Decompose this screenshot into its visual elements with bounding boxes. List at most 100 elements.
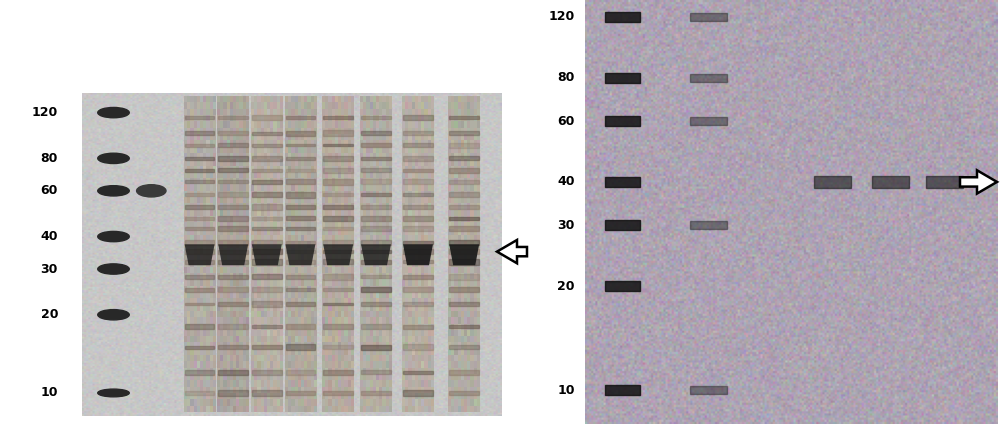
Bar	[185, 346, 214, 349]
Bar	[286, 288, 315, 291]
Bar	[252, 345, 282, 349]
Bar	[286, 131, 315, 136]
Ellipse shape	[98, 232, 129, 242]
Bar	[218, 156, 248, 161]
Bar	[449, 142, 479, 148]
Bar	[449, 156, 479, 160]
Bar	[361, 324, 391, 329]
Bar	[403, 344, 433, 350]
Ellipse shape	[98, 310, 129, 320]
Polygon shape	[960, 170, 997, 194]
Text: 40: 40	[558, 176, 575, 188]
Bar	[690, 221, 727, 229]
Bar	[185, 157, 214, 160]
Bar	[403, 260, 433, 263]
Bar	[252, 370, 282, 375]
Bar	[449, 226, 479, 231]
Bar	[286, 156, 315, 160]
Bar	[185, 275, 214, 279]
Bar	[323, 215, 353, 221]
Bar	[185, 144, 214, 147]
Bar	[323, 288, 353, 291]
Ellipse shape	[98, 264, 129, 274]
Bar	[286, 192, 315, 198]
Bar	[449, 116, 479, 119]
Bar	[361, 193, 391, 196]
Bar	[218, 250, 248, 254]
Bar	[403, 287, 433, 292]
Bar	[218, 390, 248, 396]
Bar	[252, 217, 282, 220]
Text: 120: 120	[32, 106, 58, 119]
Polygon shape	[323, 244, 353, 265]
Bar	[286, 260, 315, 264]
Bar	[286, 370, 315, 374]
Bar	[449, 391, 479, 395]
Polygon shape	[361, 244, 391, 265]
Bar	[286, 250, 315, 253]
Bar	[690, 386, 727, 394]
Bar	[361, 391, 391, 395]
Bar	[185, 205, 214, 209]
Bar	[403, 169, 433, 172]
Bar	[218, 205, 248, 209]
Bar	[361, 275, 391, 278]
Bar	[361, 179, 391, 184]
Bar	[605, 12, 640, 22]
Text: 60: 60	[41, 184, 58, 197]
Bar	[361, 250, 391, 253]
Bar	[185, 287, 214, 292]
Bar	[361, 240, 391, 245]
Text: 10: 10	[40, 386, 58, 399]
Bar	[449, 325, 479, 329]
Bar	[449, 217, 479, 220]
Bar	[218, 274, 248, 279]
Polygon shape	[449, 244, 479, 265]
Bar	[218, 216, 248, 221]
Ellipse shape	[98, 389, 129, 397]
Bar	[185, 116, 214, 119]
Bar	[323, 303, 353, 305]
Bar	[690, 117, 727, 125]
Ellipse shape	[98, 107, 129, 118]
Bar	[361, 345, 391, 350]
Bar	[286, 302, 315, 306]
Bar	[403, 226, 433, 231]
Bar	[323, 156, 353, 161]
Bar	[218, 287, 248, 292]
Bar	[218, 302, 248, 306]
Bar	[323, 391, 353, 395]
Bar	[323, 144, 353, 146]
Bar	[361, 157, 391, 160]
Bar	[286, 144, 315, 146]
Bar	[323, 259, 353, 265]
Bar	[286, 324, 315, 329]
Polygon shape	[285, 244, 315, 265]
Bar	[872, 176, 909, 188]
Bar	[403, 275, 433, 279]
Bar	[403, 240, 433, 244]
Bar	[814, 176, 851, 188]
Bar	[403, 131, 433, 135]
Bar	[926, 176, 963, 188]
Bar	[252, 131, 282, 135]
Ellipse shape	[98, 186, 129, 196]
Polygon shape	[185, 244, 215, 265]
Bar	[323, 345, 353, 349]
Bar	[218, 345, 248, 349]
Bar	[252, 144, 282, 147]
Bar	[218, 370, 248, 375]
Bar	[361, 205, 391, 209]
Bar	[185, 240, 214, 245]
Bar	[403, 205, 433, 209]
Bar	[403, 249, 433, 254]
Bar	[218, 259, 248, 264]
Bar	[323, 274, 353, 280]
Bar	[690, 74, 727, 82]
Text: 120: 120	[549, 11, 575, 23]
Bar	[605, 177, 640, 187]
Bar	[286, 216, 315, 220]
Bar	[449, 345, 479, 349]
Bar	[449, 274, 479, 279]
Bar	[361, 371, 391, 374]
